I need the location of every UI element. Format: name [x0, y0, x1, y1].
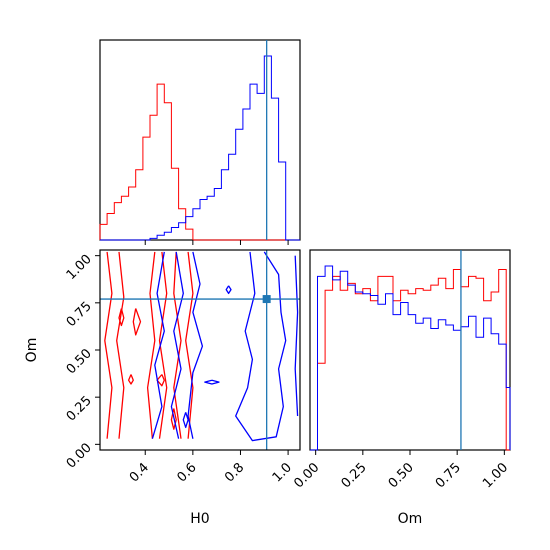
joint-xtick-label: 0.4 [127, 460, 152, 485]
om-hist-xtick-label: 0.75 [433, 460, 464, 491]
joint-xtick-label: 0.8 [222, 460, 247, 485]
panel-h0-hist-frame [99, 39, 301, 241]
contour-line-blue [170, 251, 184, 439]
contour-line-red [156, 374, 165, 387]
contour-line-blue [151, 251, 165, 439]
om-hist-xtick-label: 0.50 [386, 460, 417, 491]
contour-line-blue [235, 251, 287, 442]
joint-ytick-label: 0.25 [64, 393, 95, 424]
contour-line-blue [182, 412, 189, 429]
om-hist-red [310, 269, 510, 451]
contour-line-red [170, 408, 177, 430]
joint-contours [100, 250, 300, 450]
contour-group [100, 250, 300, 450]
contour-line-blue [204, 379, 220, 385]
x-axis-label-om: Om [398, 511, 423, 527]
joint-ytick-label: 0.00 [64, 441, 95, 472]
panel-joint-frame [99, 249, 301, 451]
joint-ytick-label: 0.50 [64, 346, 95, 377]
contour-line-red [127, 374, 134, 385]
panel-om-histogram: 0.00 0.25 0.50 0.75 1.00 [291, 249, 511, 491]
contour-line-red [173, 251, 182, 439]
contour-line-blue [225, 285, 232, 295]
om-hist-blue [310, 265, 511, 451]
panel-joint: 0.4 0.6 0.8 1.00.000.250.500.751.00 [64, 249, 301, 485]
h0-hist-blue [100, 55, 300, 241]
om-hist-xtick-label: 0.25 [339, 460, 370, 491]
joint-ytick-label: 1.00 [64, 252, 95, 283]
contour-line-red [158, 251, 168, 439]
contour-line-red [132, 308, 142, 336]
om-histogram-series [310, 250, 511, 451]
contour-line-red [118, 308, 125, 327]
om-hist-xtick-label: 0.00 [291, 460, 322, 491]
om-histogram-ticks: 0.00 0.25 0.50 0.75 1.00 [291, 450, 511, 491]
h0-hist-red [99, 83, 300, 241]
contour-line-red [146, 251, 156, 439]
contour-line-red [104, 251, 113, 439]
contour-line-red [116, 251, 125, 439]
panel-h0-histogram [99, 39, 301, 245]
om-hist-xtick-label: 1.00 [480, 460, 511, 491]
joint-truth-marker [262, 295, 271, 304]
joint-ytick-label: 0.75 [64, 299, 95, 330]
joint-xtick-label: 0.6 [174, 460, 199, 485]
contour-line-blue [187, 251, 204, 439]
h0-histogram-series [99, 40, 300, 241]
contour-line-red [185, 251, 194, 439]
y-axis-label-om: Om [24, 338, 40, 363]
h0-histogram-ticks [144, 240, 289, 245]
x-axis-label-h0: H0 [190, 511, 209, 527]
contour-line-blue [294, 255, 299, 417]
